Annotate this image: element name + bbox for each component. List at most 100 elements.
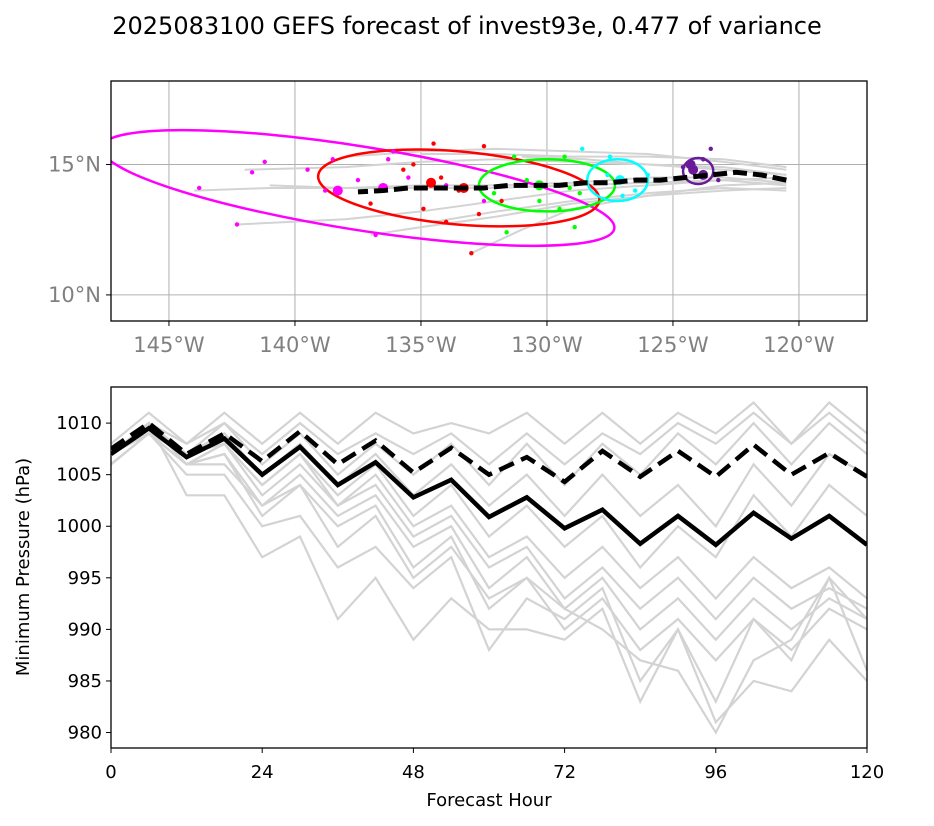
member-position-point [469,250,474,256]
member-position-point [716,177,721,183]
map-gridlines [111,81,867,321]
figure-title: 2025083100 GEFS forecast of invest93e, 0… [112,12,822,40]
member-position-point [537,198,542,204]
member-position-point [605,172,610,178]
member-position-point [406,175,411,180]
member-position-point [524,177,529,183]
member-position-point [577,190,582,196]
member-pressure-line [111,411,867,466]
member-position-point [234,222,240,227]
member-position-point [491,190,497,196]
member-position-point [620,193,625,198]
x-tick-label: 120 [850,762,884,783]
member-position-point [512,154,517,159]
member-track-line [370,186,787,236]
member-pressure-line [111,432,867,662]
member-position-point [645,172,650,178]
mean-pressure-solid-line [111,425,867,548]
member-track-line [236,176,787,226]
member-position-point [572,224,577,230]
member-position-point [373,232,378,238]
member-position-point [499,198,504,204]
x-tick-label: 0 [105,762,116,783]
member-position-point [391,149,396,154]
map-tick-labels: 145°W 140°W 135°W 130°W 125°W 120°W 10°N 15°N [48,152,835,357]
x-axis-label: Forecast Hour [426,790,552,811]
member-position-point [607,154,613,159]
map-tick-label-lat: 15°N [48,152,101,176]
member-position-point [197,185,202,191]
mean-pressure-dashed-line [111,420,867,485]
member-position-point [557,206,562,212]
map-tick-label-lon: 140°W [259,333,331,357]
y-tick-label: 1000 [56,516,102,537]
member-position-point [305,167,310,172]
uncertainty-ellipse [111,128,616,248]
member-position-point [249,170,255,175]
member-position-point [368,201,373,206]
member-position-point [411,162,416,167]
mean-track [357,169,787,195]
map-tick-label-lon: 130°W [511,333,583,357]
member-pressure-line [111,421,867,735]
map-tick-label-lon: 125°W [637,333,709,357]
mean-track-line [357,169,787,195]
x-tick-label: 24 [251,762,274,783]
member-position-point [680,164,686,170]
y-tick-label: 1005 [56,465,102,486]
member-positions [197,141,721,256]
y-tick-label: 1010 [56,413,102,434]
member-position-point [562,154,567,159]
member-pressure-line [111,432,867,529]
member-track-line [470,181,787,255]
mean-pressure-lines [111,420,867,548]
pressure-frame [110,386,868,749]
member-track-line [433,186,787,223]
member-position-point [708,146,713,152]
member-position-point [481,144,487,149]
member-position-point [421,206,426,212]
y-tick-label: 980 [68,723,102,744]
member-position-point [481,198,487,204]
member-pressure-line [111,421,867,487]
map-tick-label-lon: 145°W [133,333,205,357]
member-position-point [567,185,572,191]
member-position-point [443,219,449,225]
map-tick-label-lon: 135°W [385,333,457,357]
uncertainty-ellipses [111,128,715,248]
y-tick-label: 990 [68,619,102,640]
map-tick-label-lon: 120°W [763,333,835,357]
member-pressure-line [111,431,867,621]
pressure-panel: 0 24 48 72 96 120 980 985 990 995 1000 1005 1010 For… [13,386,884,811]
member-position-point [438,175,444,180]
member-position-point [330,157,335,162]
member-position-point [431,141,436,146]
member-position-point [262,159,267,165]
member-position-point [504,230,509,235]
member-track-line [345,147,787,171]
x-tick-label: 72 [553,762,576,783]
x-tick-label: 48 [402,762,425,783]
member-pressure-line [111,421,867,725]
map-frame [110,80,868,322]
y-tick-label: 995 [68,568,102,589]
uncertainty-ellipse [316,148,601,228]
member-position-point [701,157,706,162]
member-position-point [332,185,343,196]
member-position-point [355,177,361,183]
member-position-point [476,211,482,217]
member-pressure-line [111,400,867,446]
uncertainty-ellipse [477,158,617,213]
map-tick-label-lat: 10°N [48,283,101,307]
member-position-point [426,177,437,188]
member-pressure-line [111,432,867,601]
uncertainty-ellipse [681,156,715,186]
member-pressure-line [111,431,867,705]
pressure-ticks: 0 24 48 72 96 120 980 985 990 995 1000 1005 1010 [56,413,884,783]
uncertainty-ellipse [586,158,650,203]
member-position-point [632,188,638,193]
y-axis-label: Minimum Pressure (hPa) [13,458,34,676]
member-position-point [386,157,391,162]
member-pressure-line [111,431,867,642]
